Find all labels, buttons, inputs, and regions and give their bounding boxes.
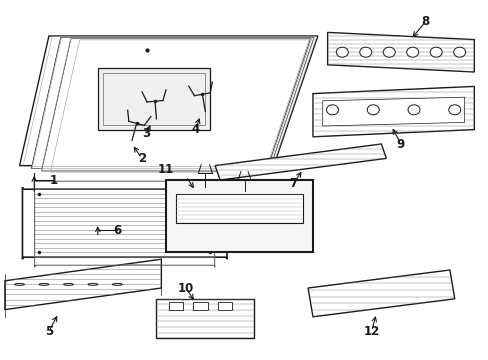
Polygon shape — [312, 86, 473, 137]
Text: 10: 10 — [177, 282, 194, 294]
Polygon shape — [20, 36, 317, 166]
Text: 1: 1 — [50, 174, 58, 186]
Polygon shape — [98, 68, 210, 130]
Ellipse shape — [15, 284, 24, 285]
Ellipse shape — [63, 284, 73, 285]
Text: 8: 8 — [421, 15, 428, 28]
Polygon shape — [176, 194, 303, 223]
Polygon shape — [41, 39, 310, 171]
Ellipse shape — [448, 105, 460, 115]
Polygon shape — [327, 32, 473, 72]
Bar — [166, 180, 312, 252]
Text: 6: 6 — [113, 224, 121, 237]
Ellipse shape — [112, 284, 122, 285]
Polygon shape — [31, 37, 313, 168]
Ellipse shape — [336, 47, 347, 57]
Ellipse shape — [406, 47, 418, 57]
Ellipse shape — [39, 284, 49, 285]
Ellipse shape — [407, 105, 419, 115]
Text: 11: 11 — [158, 163, 174, 176]
Text: 7: 7 — [289, 177, 297, 190]
Text: 2: 2 — [138, 152, 145, 165]
Text: 3: 3 — [142, 127, 150, 140]
Polygon shape — [307, 270, 454, 317]
Ellipse shape — [366, 105, 379, 115]
Bar — [168, 302, 183, 310]
Text: 9: 9 — [396, 138, 404, 150]
FancyBboxPatch shape — [22, 187, 226, 259]
Bar — [193, 302, 207, 310]
Polygon shape — [322, 97, 464, 126]
Ellipse shape — [359, 47, 371, 57]
Ellipse shape — [453, 47, 465, 57]
Ellipse shape — [429, 47, 441, 57]
Ellipse shape — [383, 47, 394, 57]
Ellipse shape — [88, 284, 98, 285]
Polygon shape — [215, 144, 386, 180]
Polygon shape — [156, 299, 254, 338]
Bar — [217, 302, 232, 310]
Text: 5: 5 — [45, 325, 53, 338]
Text: 4: 4 — [191, 123, 199, 136]
Text: 12: 12 — [363, 325, 379, 338]
Ellipse shape — [326, 105, 338, 115]
Polygon shape — [5, 259, 161, 310]
